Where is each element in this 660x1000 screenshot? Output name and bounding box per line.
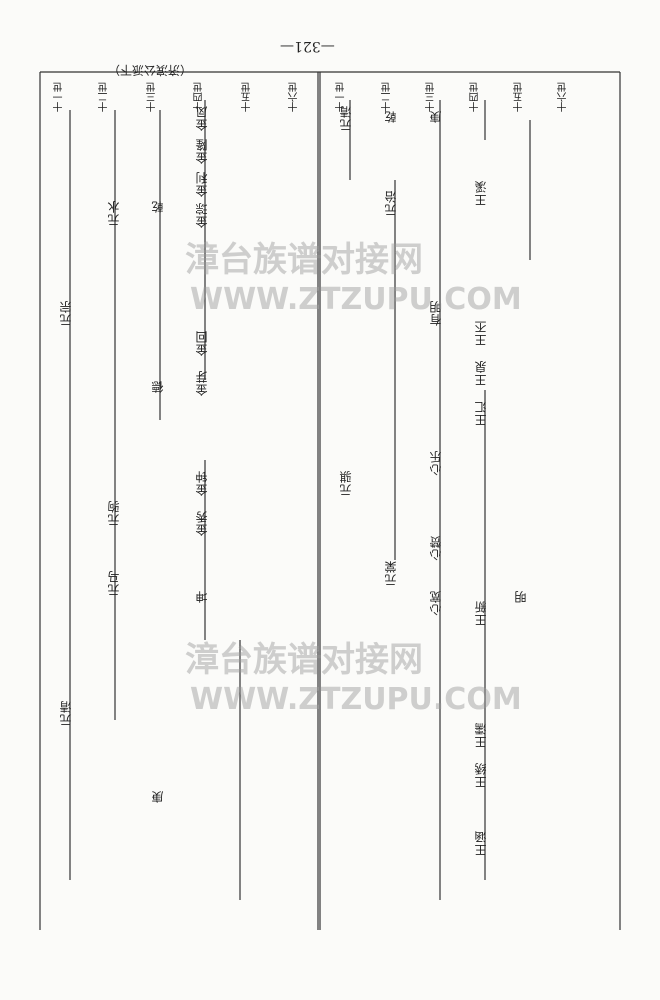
page-number: —321— xyxy=(280,38,335,54)
gen-header: 十六世 xyxy=(289,82,300,112)
gen-header: 十四世 xyxy=(470,82,481,112)
name: 金芽 xyxy=(195,370,209,396)
name: 元棠 xyxy=(384,560,398,586)
name: 金利 xyxy=(195,171,209,197)
name: 元清 xyxy=(59,700,73,726)
gen-header: 十五世 xyxy=(242,82,253,112)
name: 元治 xyxy=(384,190,398,216)
name: 心宽 xyxy=(429,590,443,616)
name: 王泉 xyxy=(474,360,488,386)
gen-header: 十三世 xyxy=(426,82,437,112)
name: 金秀 xyxy=(195,510,209,536)
name: 王丕 xyxy=(474,320,488,346)
gen-header: 十三世 xyxy=(147,82,158,112)
name: 心赞 xyxy=(429,535,443,561)
gen-header: 十二世 xyxy=(382,82,393,112)
name: 金琮 xyxy=(195,202,209,228)
name: 金回 xyxy=(195,330,209,356)
name: 明 xyxy=(514,590,528,603)
name: 金钟 xyxy=(195,470,209,496)
name: 金凤 xyxy=(195,105,209,131)
gen-header: 十一世 xyxy=(54,82,65,112)
name: 王新 xyxy=(474,600,488,626)
name: 王涵 xyxy=(474,830,488,856)
name: 王濡 xyxy=(474,722,488,748)
name: 德 xyxy=(151,380,165,393)
name: 庚 xyxy=(151,790,165,803)
name: 元清 xyxy=(339,105,353,131)
name: 元马 xyxy=(107,570,121,596)
name: 乾 xyxy=(151,200,165,213)
name: 王汇 xyxy=(474,400,488,426)
gen-header: 十二世 xyxy=(99,82,110,112)
name: 乾 xyxy=(384,110,398,123)
gen-header: 十六世 xyxy=(558,82,569,112)
name: 王溪 xyxy=(474,180,488,206)
name: 元骐 xyxy=(339,470,353,496)
name: 元宗 xyxy=(59,300,73,326)
name: 心乐 xyxy=(429,450,443,476)
watermark-cn: 漳台族谱对接网 xyxy=(185,640,423,680)
name: 庚 xyxy=(429,110,443,123)
gen-header: 十五世 xyxy=(514,82,525,112)
watermark-url: WWW.ZTZUPU.COM xyxy=(190,682,522,717)
name: 元驹 xyxy=(107,500,121,526)
section-note: （济滨公派下） xyxy=(108,63,193,77)
watermark-url: WWW.ZTZUPU.COM xyxy=(190,282,522,317)
watermark-cn: 漳台族谱对接网 xyxy=(185,240,423,280)
name: 坤 xyxy=(195,590,209,603)
name: 金隆 xyxy=(195,138,209,164)
name: 元水 xyxy=(107,200,121,226)
name: 王绣 xyxy=(474,762,488,788)
